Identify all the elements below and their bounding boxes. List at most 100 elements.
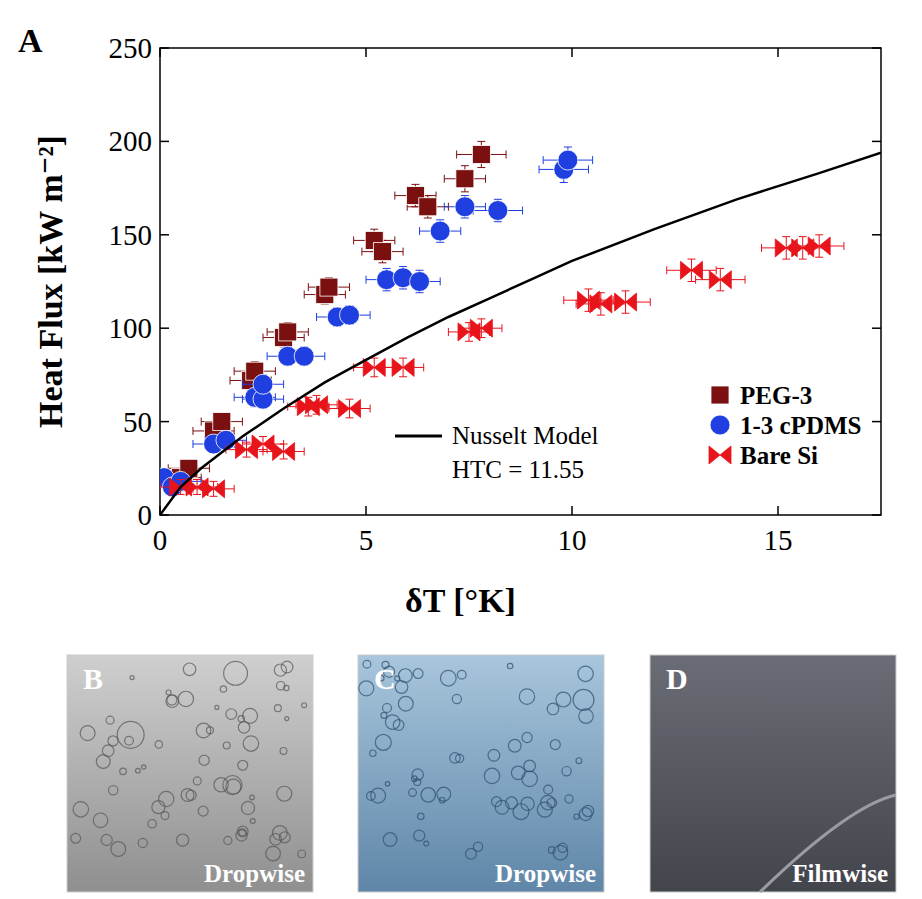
droplet — [183, 663, 196, 676]
droplet — [142, 765, 146, 769]
droplet — [578, 666, 593, 681]
droplet — [393, 720, 404, 731]
droplet — [178, 691, 193, 706]
droplet — [243, 736, 258, 751]
y-tick — [872, 234, 881, 236]
droplet — [159, 791, 174, 806]
droplet — [101, 834, 112, 845]
droplet — [152, 801, 165, 814]
droplet — [553, 845, 568, 860]
model-line — [160, 153, 881, 515]
droplet — [302, 703, 307, 708]
y-tick — [872, 421, 881, 423]
data-point — [680, 261, 702, 279]
droplet — [274, 705, 281, 712]
photo-panel: CDropwise — [358, 655, 604, 892]
droplet — [80, 726, 95, 741]
droplet — [166, 690, 171, 695]
data-point — [456, 170, 474, 188]
data-point — [279, 323, 297, 341]
droplet — [120, 768, 127, 775]
droplet — [582, 805, 593, 816]
droplet — [148, 820, 156, 828]
droplet — [413, 669, 423, 679]
y-tick — [160, 47, 169, 49]
data-point — [273, 442, 295, 460]
y-tick — [160, 234, 169, 236]
droplet — [274, 664, 286, 676]
droplet — [424, 841, 429, 846]
droplet — [138, 838, 147, 847]
y-tick — [160, 421, 169, 423]
droplet — [359, 681, 374, 696]
droplet — [285, 717, 289, 721]
droplet — [450, 753, 461, 764]
droplet — [106, 716, 114, 724]
droplet — [414, 830, 425, 841]
panel-letter: C — [374, 662, 396, 695]
droplet — [375, 734, 391, 750]
droplet — [250, 819, 255, 824]
x-tick — [777, 48, 779, 57]
droplet — [196, 723, 211, 738]
photo-panel: DFilmwise — [650, 655, 896, 892]
droplet — [385, 782, 390, 787]
data-point — [253, 374, 273, 394]
droplet — [457, 670, 466, 679]
droplet — [550, 740, 560, 750]
droplet — [556, 692, 571, 707]
y-tick-label: 250 — [109, 32, 153, 64]
droplet — [544, 785, 553, 794]
droplet — [488, 749, 500, 761]
data-point — [306, 396, 328, 414]
photo-panel: BDropwise — [67, 655, 313, 892]
x-tick — [777, 506, 779, 515]
droplet — [199, 755, 209, 765]
data-point — [340, 305, 360, 325]
droplet — [136, 768, 141, 773]
droplet — [93, 813, 108, 828]
data-point — [590, 295, 612, 313]
y-tick-label: 50 — [123, 406, 152, 438]
data-point — [419, 198, 437, 216]
droplet — [238, 716, 244, 722]
x-axis-title: δT [°K] — [405, 582, 516, 619]
plot-frame — [160, 48, 881, 515]
photo — [358, 655, 604, 892]
droplet — [193, 777, 201, 785]
droplet — [508, 739, 521, 752]
droplet — [236, 830, 247, 841]
x-tick — [159, 48, 161, 57]
droplet — [238, 722, 249, 733]
droplet — [215, 705, 219, 709]
x-tick-label: 10 — [558, 524, 587, 556]
legend-marker — [709, 446, 731, 464]
data-point — [392, 358, 414, 376]
droplet — [562, 767, 571, 776]
droplet — [181, 789, 194, 802]
droplet — [186, 790, 196, 800]
droplet — [522, 771, 538, 787]
legend: PEG-31-3 cPDMSBare SiNusselt ModelHTC = … — [395, 382, 862, 483]
y-tick — [872, 141, 881, 143]
droplet — [547, 798, 557, 808]
y-tick — [872, 514, 881, 516]
droplet — [117, 721, 144, 748]
droplet — [524, 760, 536, 772]
y-tick — [160, 141, 169, 143]
x-tick-label: 5 — [359, 524, 374, 556]
droplet — [155, 741, 162, 748]
data-point — [709, 271, 731, 289]
droplet — [440, 670, 456, 686]
legend-label: 1-3 cPDMS — [740, 412, 862, 439]
droplet — [381, 712, 387, 718]
droplet — [270, 834, 282, 846]
droplet — [108, 736, 118, 746]
x-tick — [571, 48, 573, 57]
droplet — [385, 715, 400, 730]
photo-label: Dropwise — [204, 860, 305, 887]
droplet — [241, 801, 254, 814]
droplet — [579, 709, 593, 723]
droplet — [130, 676, 134, 680]
y-axis-title: Heat Flux [kW m⁻²] — [32, 135, 69, 428]
